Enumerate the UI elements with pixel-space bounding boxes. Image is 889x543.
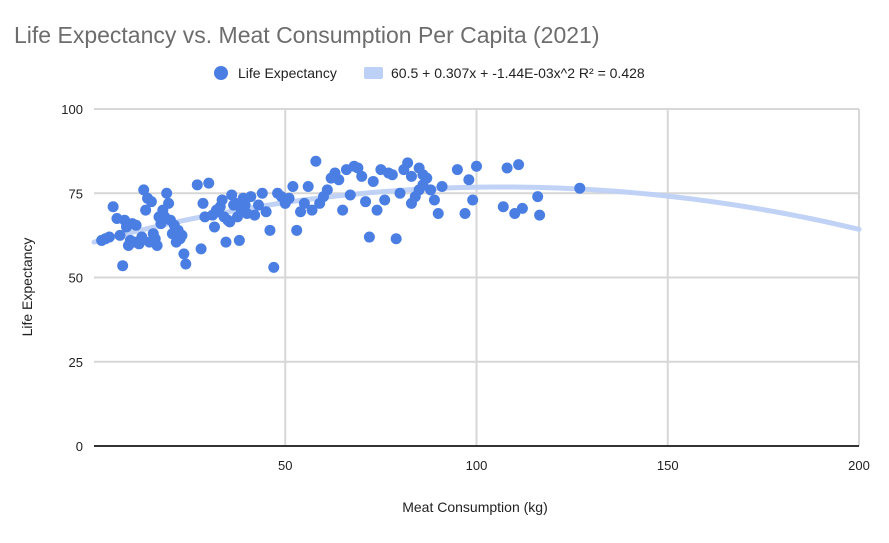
data-point [138, 184, 150, 196]
data-point [233, 234, 245, 246]
data-point [306, 204, 318, 216]
data-point [287, 181, 299, 193]
y-tick-label: 0 [76, 439, 83, 454]
y-tick-label: 25 [69, 355, 83, 370]
data-point [501, 162, 513, 174]
data-point [467, 194, 479, 206]
data-point [386, 169, 398, 181]
data-point [195, 243, 207, 255]
data-point [140, 204, 152, 216]
legend-trend-label: 60.5 + 0.307x + -1.44E-03x^2 R² = 0.428 [391, 65, 645, 81]
y-tick-label: 50 [69, 271, 83, 286]
data-point [264, 224, 276, 236]
data-point [451, 164, 463, 176]
chart-title: Life Expectancy vs. Meat Consumption Per… [14, 22, 600, 48]
data-point [197, 197, 209, 209]
x-tick-label: 100 [466, 458, 488, 473]
data-point [405, 197, 417, 209]
data-point [191, 179, 203, 191]
legend-trend-swatch [364, 67, 383, 79]
data-point [295, 206, 307, 218]
data-point [402, 157, 414, 169]
data-point [107, 201, 119, 213]
data-point [333, 174, 345, 186]
data-point [103, 231, 115, 243]
data-point [371, 204, 383, 216]
data-point [130, 219, 142, 231]
data-point [310, 155, 322, 167]
data-point [379, 194, 391, 206]
data-point [268, 261, 280, 273]
data-point [260, 206, 272, 218]
data-point [208, 221, 220, 233]
data-point [459, 207, 471, 219]
data-point [220, 236, 232, 248]
legend-points-label: Life Expectancy [238, 65, 337, 81]
grid-layer [94, 108, 860, 446]
data-point [367, 175, 379, 187]
x-tick-label: 150 [657, 458, 679, 473]
data-point [180, 258, 192, 270]
data-point [425, 184, 437, 196]
data-point [117, 260, 129, 272]
data-point [432, 207, 444, 219]
x-tick-label: 50 [278, 458, 292, 473]
tick-labels-layer: 0 25 50 75 100 50 100 150 200 [61, 102, 870, 473]
data-point [390, 233, 402, 245]
data-point [405, 170, 417, 182]
data-point [298, 197, 310, 209]
y-tick-label: 100 [61, 102, 83, 117]
data-point [203, 177, 215, 189]
data-point [176, 229, 188, 241]
x-axis-title: Meat Consumption (kg) [402, 499, 548, 515]
data-point [356, 170, 368, 182]
y-axis-title: Life Expectancy [19, 238, 35, 337]
data-point [283, 192, 295, 204]
data-point [151, 239, 163, 251]
data-point [352, 162, 364, 174]
legend: Life Expectancy 60.5 + 0.307x + -1.44E-0… [214, 65, 645, 81]
data-point [344, 189, 356, 201]
data-point [256, 187, 268, 199]
data-point [463, 174, 475, 186]
data-point [216, 194, 228, 206]
data-point [413, 184, 425, 196]
data-point [436, 181, 448, 193]
data-point [532, 191, 544, 203]
data-point [534, 209, 546, 221]
data-point [145, 196, 157, 208]
data-point [394, 187, 406, 199]
data-point [516, 202, 528, 214]
data-point [163, 197, 175, 209]
x-tick-label: 200 [848, 458, 870, 473]
data-point [226, 189, 238, 201]
data-point [178, 248, 190, 260]
data-point [239, 199, 251, 211]
data-point [302, 181, 314, 193]
y-tick-label: 75 [69, 186, 83, 201]
data-point [252, 199, 264, 211]
data-point [497, 201, 509, 213]
data-point [161, 187, 173, 199]
data-point [249, 209, 261, 221]
points-layer [96, 155, 586, 273]
data-point [337, 204, 349, 216]
data-point [114, 229, 126, 241]
data-point [291, 224, 303, 236]
legend-points-marker [214, 66, 228, 80]
data-point [360, 196, 372, 208]
data-point [245, 191, 257, 203]
data-point [513, 159, 525, 171]
data-point [321, 184, 333, 196]
data-point [428, 194, 440, 206]
data-point [471, 160, 482, 172]
data-point [363, 231, 375, 243]
data-point [574, 182, 586, 194]
data-point [417, 169, 429, 181]
